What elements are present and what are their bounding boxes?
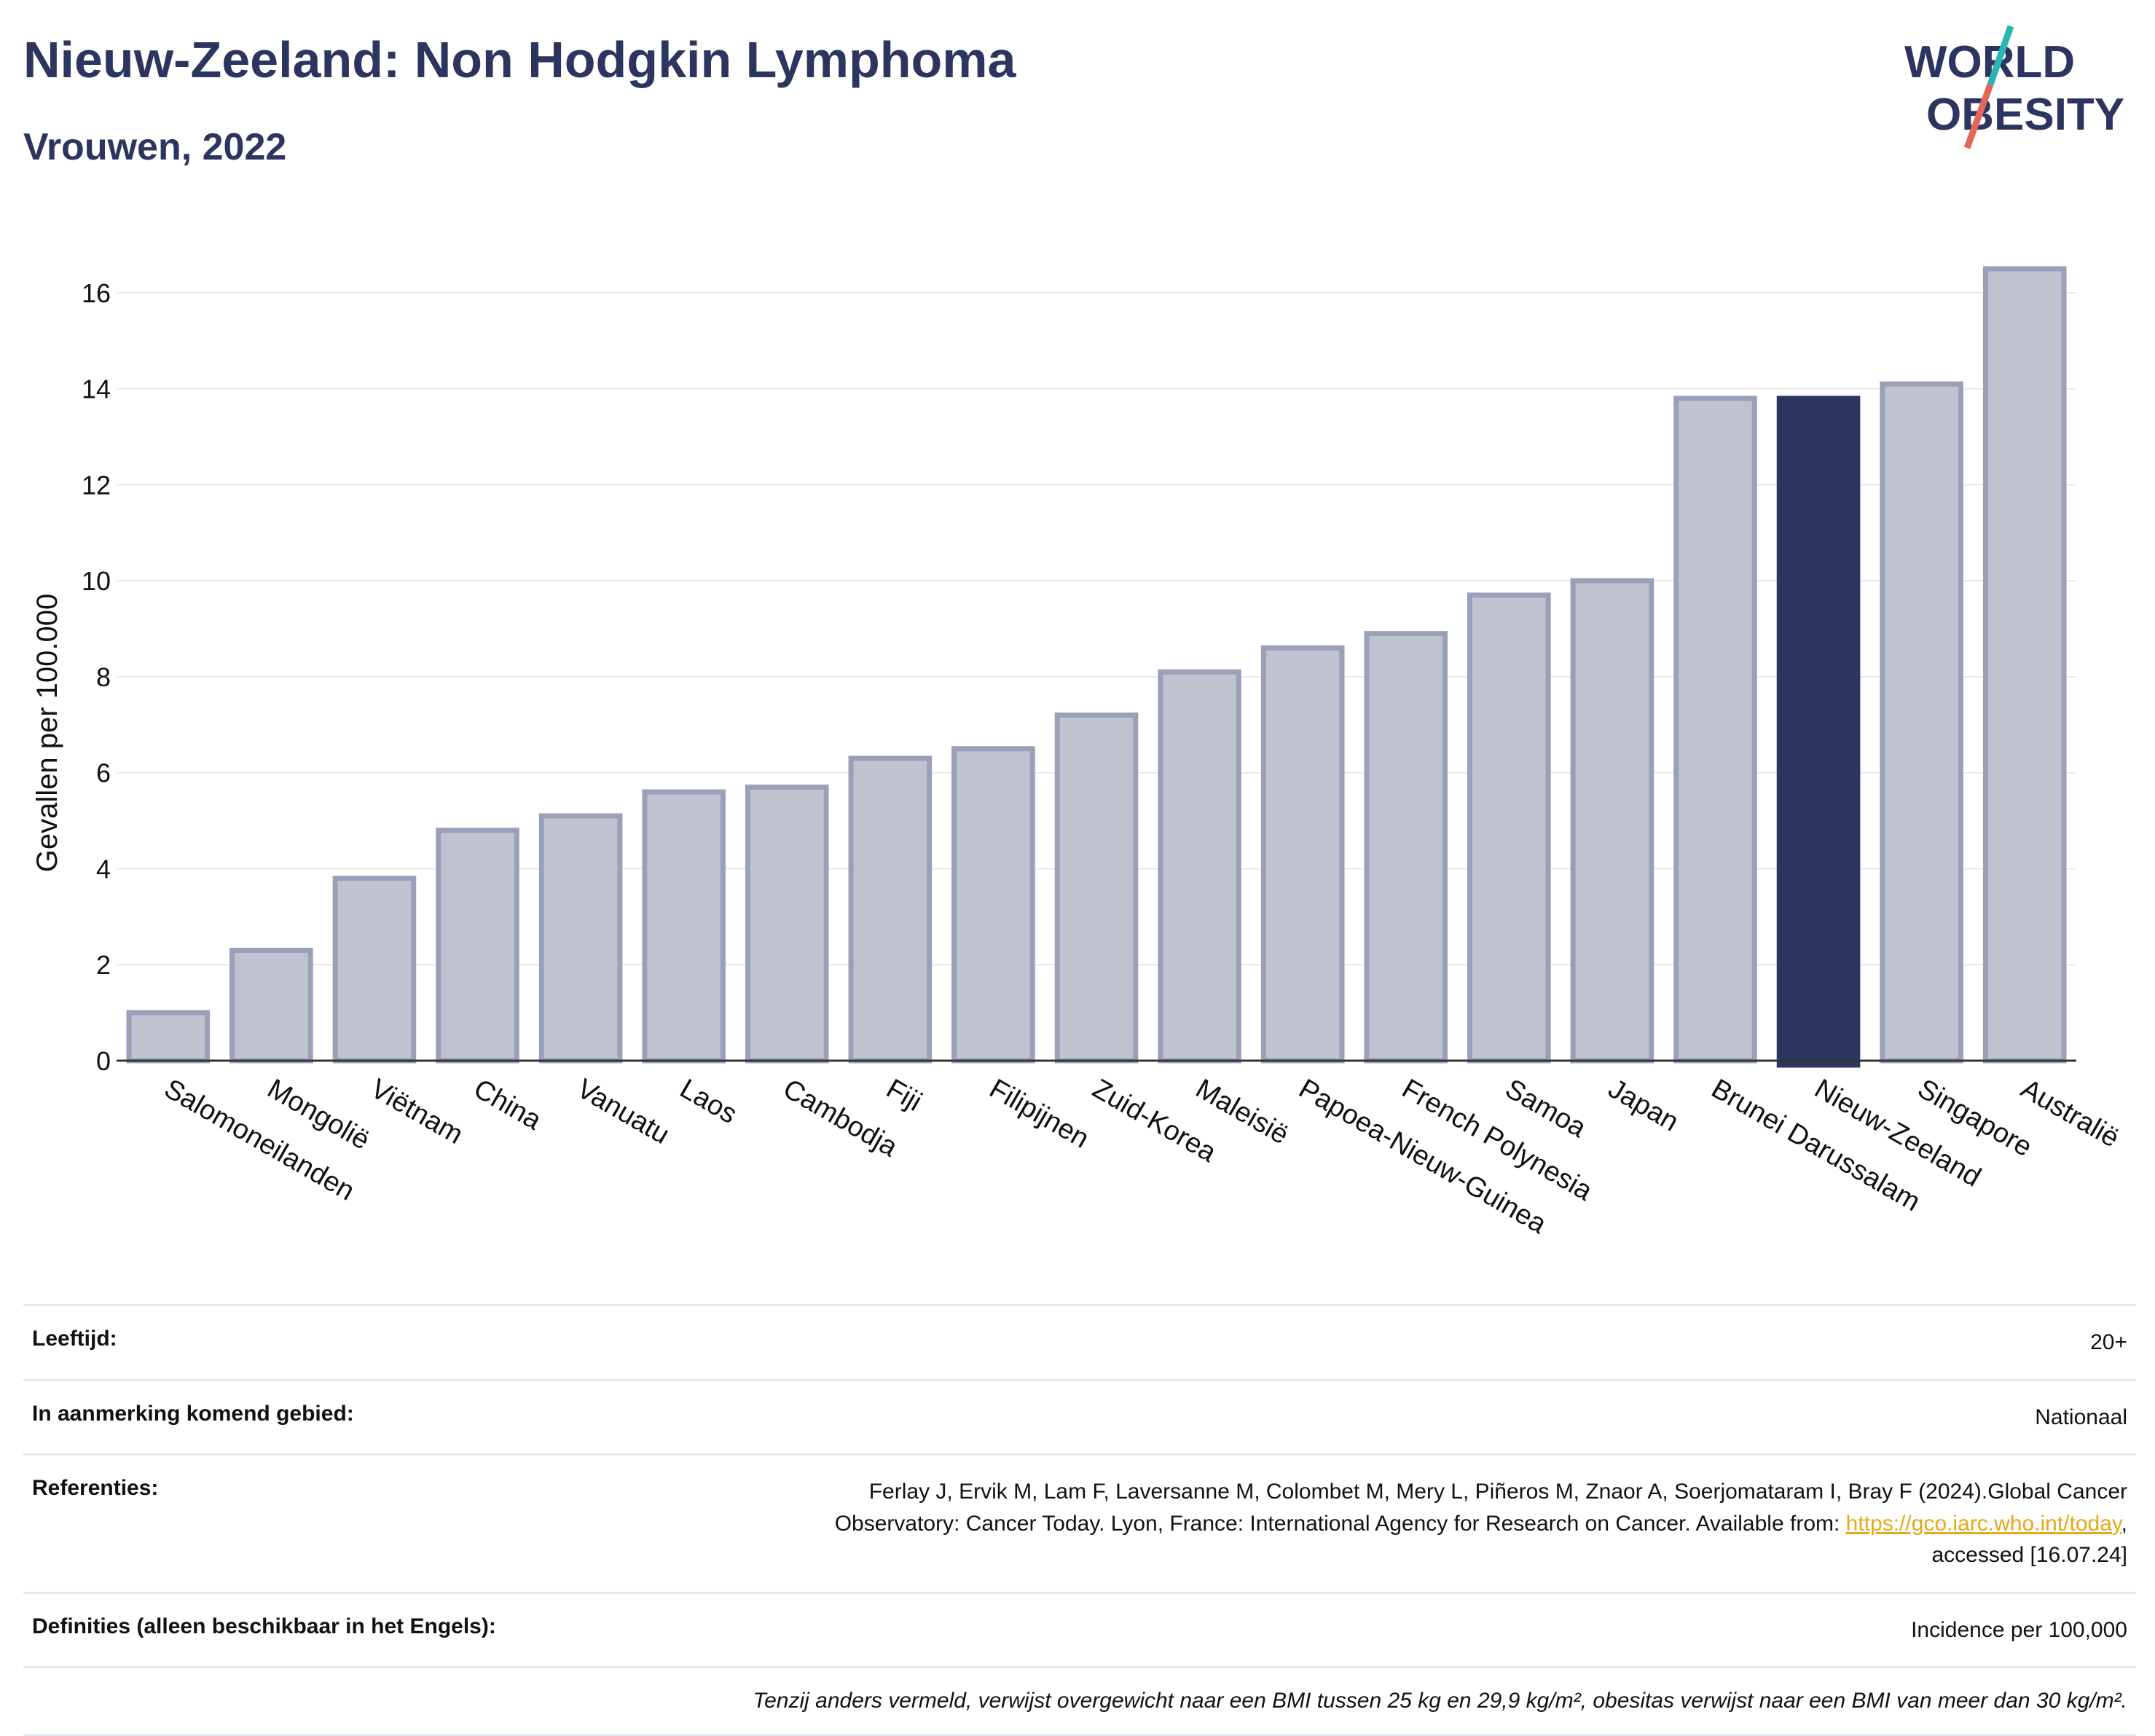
logo-slash-teal <box>1987 25 2014 86</box>
page-subtitle: Vrouwen, 2022 <box>23 126 287 168</box>
bar <box>848 755 933 1064</box>
metadata-table: Leeftijd: 20+ In aanmerking komend gebie… <box>23 1304 2136 1736</box>
x-tick-label: Japan <box>1603 1073 1684 1137</box>
bar <box>1054 712 1139 1064</box>
area-value: Nationaal <box>507 1378 2136 1455</box>
y-tick-label: 10 <box>82 566 111 596</box>
bar <box>1982 266 2067 1064</box>
bars <box>126 266 2067 1068</box>
bar <box>538 813 623 1064</box>
logo-slash-red <box>1963 83 1994 149</box>
meta-row-note: Tenzij anders vermeld, verwijst overgewi… <box>23 1666 2136 1736</box>
bar-chart: 0 2 4 6 8 10 12 14 16 SalomoneilandenMongoliëVië… <box>31 266 2124 1240</box>
bar <box>126 1010 211 1064</box>
bar <box>951 746 1035 1064</box>
world-obesity-logo: WORLD OBESITY <box>1904 25 2124 149</box>
y-axis-title: Gevallen per 100.000 <box>31 594 63 873</box>
meta-row-references: Referenties: Ferlay J, Ervik M, Lam F, L… <box>23 1453 2136 1592</box>
bar <box>1158 669 1241 1064</box>
y-tick-label: 12 <box>82 470 111 500</box>
reference-text-1: Ferlay J, Ervik M, Lam F, Laversanne M, … <box>868 1480 2127 1504</box>
y-tick-label: 4 <box>96 854 111 884</box>
bar <box>1570 578 1654 1064</box>
x-tick-label: Viëtnam <box>365 1073 468 1150</box>
bar <box>745 784 829 1064</box>
bar <box>1260 645 1345 1064</box>
reference-text-3: , <box>2121 1511 2127 1536</box>
y-tick-label: 8 <box>96 662 111 692</box>
y-tick-label: 0 <box>96 1046 111 1076</box>
reference-text-2: Observatory: Cancer Today. Lyon, France:… <box>834 1511 1846 1536</box>
y-tick-label: 6 <box>96 758 111 788</box>
area-label: In aanmerking komend gebied: <box>23 1378 507 1455</box>
bar <box>332 876 417 1064</box>
bar <box>229 947 313 1064</box>
references-value: Ferlay J, Ervik M, Lam F, Laversanne M, … <box>507 1453 2136 1592</box>
footnote: Tenzij anders vermeld, verwijst overgewi… <box>23 1666 2136 1736</box>
bar-highlighted <box>1776 396 1861 1068</box>
bar <box>436 828 519 1064</box>
bar <box>642 789 726 1064</box>
y-axis-ticks: 0 2 4 6 8 10 12 14 16 <box>82 278 111 1076</box>
x-tick-label: Fiji <box>881 1073 927 1118</box>
bar <box>1673 396 1757 1064</box>
y-tick-label: 14 <box>82 374 111 404</box>
x-tick-label: China <box>468 1073 547 1136</box>
meta-row-age: Leeftijd: 20+ <box>23 1304 2136 1380</box>
x-tick-label: Cambodja <box>778 1073 903 1163</box>
reference-link[interactable]: https://gco.iarc.who.int/today <box>1845 1511 2121 1536</box>
bar <box>1880 381 1963 1064</box>
references-label: Referenties: <box>23 1453 507 1592</box>
meta-row-area: In aanmerking komend gebied: Nationaal <box>23 1378 2136 1455</box>
page-title: Nieuw-Zeeland: Non Hodgkin Lymphoma <box>23 31 1016 88</box>
x-tick-label: Vanuatu <box>572 1073 675 1150</box>
bar <box>1364 631 1448 1064</box>
y-tick-label: 16 <box>82 278 111 308</box>
x-tick-label: Salomoneilanden <box>159 1073 359 1206</box>
bar <box>1467 592 1551 1064</box>
age-label: Leeftijd: <box>23 1304 507 1380</box>
x-tick-label: Laos <box>675 1073 742 1130</box>
meta-row-definitions: Definities (alleen beschikbaar in het En… <box>23 1591 2136 1668</box>
age-value: 20+ <box>507 1304 2136 1380</box>
definitions-value: Incidence per 100,000 <box>507 1591 2136 1668</box>
reference-text-4: accessed [16.07.24] <box>1931 1543 2127 1567</box>
definitions-label: Definities (alleen beschikbaar in het En… <box>23 1591 507 1668</box>
y-tick-label: 2 <box>96 950 111 980</box>
x-tick-label: Filipijnen <box>984 1073 1094 1154</box>
logo-line-2: OBESITY <box>1926 90 2124 140</box>
